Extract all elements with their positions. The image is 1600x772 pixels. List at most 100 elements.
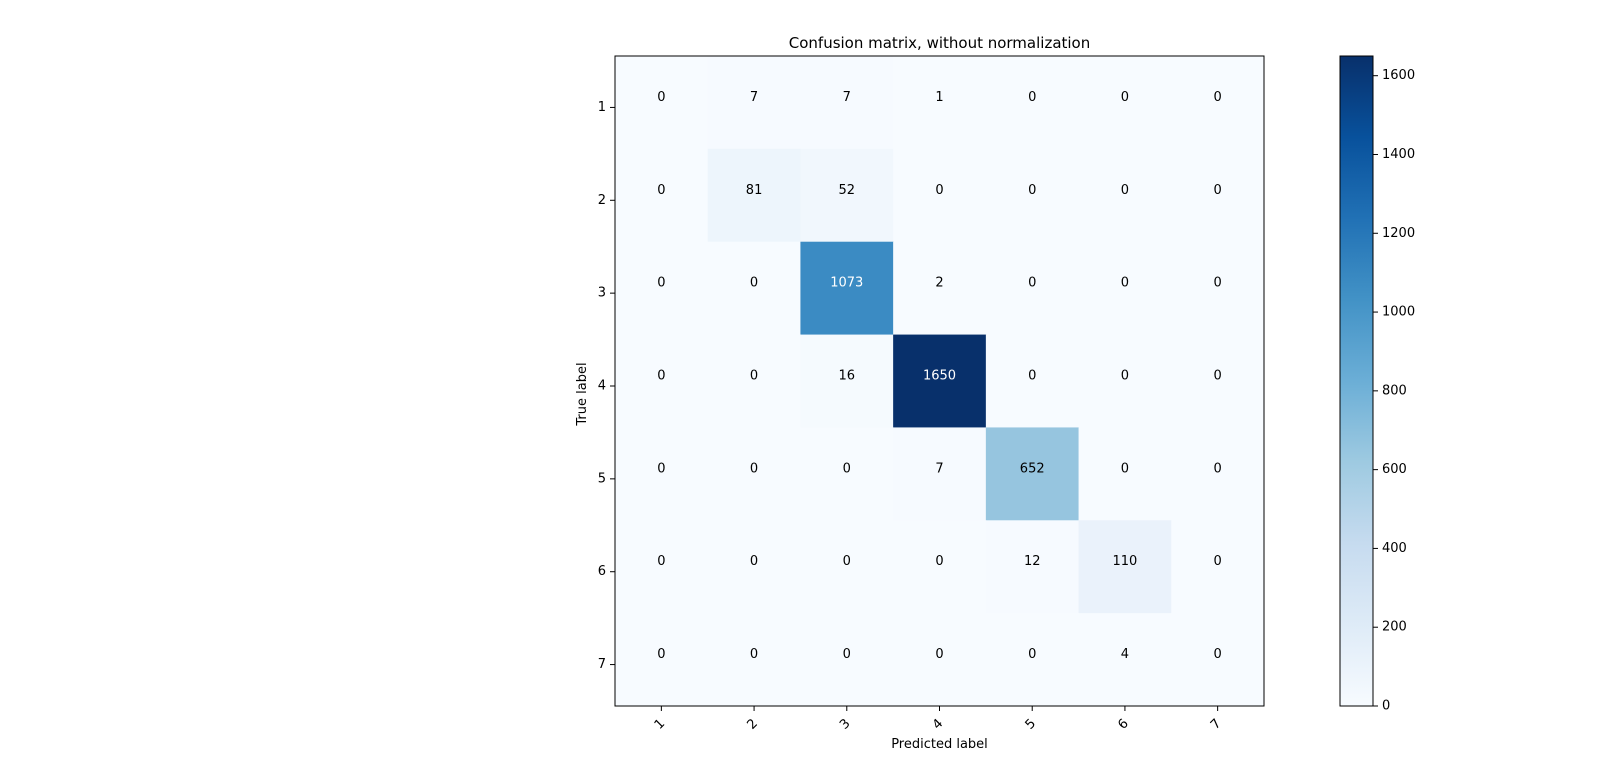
cell-value-label: 0 xyxy=(750,554,758,569)
cell-value-label: 7 xyxy=(935,461,943,476)
x-tick-label: 6 xyxy=(1115,716,1131,732)
colorbar-tick-label: 1000 xyxy=(1382,305,1415,320)
heatmap-cell xyxy=(893,613,987,707)
heatmap-cell xyxy=(1078,148,1172,243)
heatmap-cell xyxy=(707,520,801,614)
x-tick-label: 7 xyxy=(1208,716,1224,732)
y-tick-label: 1 xyxy=(598,100,606,115)
x-tick-label: 1 xyxy=(652,716,668,732)
heatmap-cell xyxy=(615,520,709,614)
heatmap-cell xyxy=(985,56,1080,150)
heatmap-cell xyxy=(985,427,1080,521)
heatmap-cell xyxy=(893,56,987,150)
heatmap-cell xyxy=(615,241,709,336)
y-tick-label: 7 xyxy=(598,657,606,672)
cell-value-label: 0 xyxy=(1214,183,1222,198)
cell-value-label: 0 xyxy=(935,183,943,198)
colorbar-ticks: 0 200 400 600 800 1000 1200 1400 1600 xyxy=(1373,68,1415,714)
cell-value-label: 0 xyxy=(750,276,758,291)
heatmap-cell xyxy=(707,427,801,521)
y-tick-label: 6 xyxy=(598,564,606,579)
cell-value-label: 0 xyxy=(657,90,665,105)
colorbar xyxy=(1339,55,1374,707)
heatmap-cell xyxy=(893,520,987,614)
cell-value-label: 0 xyxy=(750,461,758,476)
cell-value-label: 0 xyxy=(843,647,851,662)
heatmap-cell xyxy=(707,613,801,707)
heatmap-cell xyxy=(615,427,709,521)
x-axis-ticks: 1 2 3 4 5 6 7 xyxy=(652,706,1224,733)
cell-value-label: 0 xyxy=(1028,183,1036,198)
cell-value-label: 0 xyxy=(843,461,851,476)
heatmap-cell xyxy=(1171,148,1265,243)
cell-value-label: 0 xyxy=(750,647,758,662)
x-tick-label: 4 xyxy=(930,716,946,732)
heatmap-cell xyxy=(1171,613,1265,707)
cell-value-label: 0 xyxy=(843,554,851,569)
cell-value-label: 81 xyxy=(746,183,763,198)
cell-value-label: 12 xyxy=(1024,554,1041,569)
cell-value-label: 1650 xyxy=(923,369,956,384)
cell-value-label: 110 xyxy=(1113,554,1138,569)
cell-value-labels: 0 7 7 1 0 0 0 0 81 52 0 0 0 0 0 0 1073 2 0 0 0 0 0 16 1650 0 0 0 0 0 0… xyxy=(657,90,1222,662)
heatmap-cell xyxy=(707,148,801,243)
heatmap-cell xyxy=(707,241,801,336)
cell-value-label: 0 xyxy=(1214,90,1222,105)
heatmap-cell xyxy=(800,520,894,614)
heatmap-cell xyxy=(707,334,801,428)
heatmap-cells xyxy=(615,56,1265,707)
heatmap-cell xyxy=(800,427,894,521)
heatmap-cell xyxy=(893,241,987,336)
cell-value-label: 652 xyxy=(1020,461,1045,476)
heatmap-cell xyxy=(707,56,801,150)
cell-value-label: 0 xyxy=(1214,276,1222,291)
chart-title: Confusion matrix, without normalization xyxy=(789,34,1091,52)
cell-value-label: 0 xyxy=(1214,461,1222,476)
cell-value-label: 0 xyxy=(657,369,665,384)
cell-value-label: 0 xyxy=(657,183,665,198)
cell-value-label: 0 xyxy=(1121,183,1129,198)
cell-value-label: 0 xyxy=(1121,369,1129,384)
heatmap-cell xyxy=(800,56,894,150)
heatmap-cell xyxy=(1078,56,1172,150)
cell-value-label: 0 xyxy=(1028,369,1036,384)
y-tick-label: 2 xyxy=(598,193,606,208)
x-axis-label: Predicted label xyxy=(891,737,988,752)
heatmap-cell xyxy=(1171,241,1265,336)
heatmap-cell xyxy=(1078,520,1172,614)
heatmap-cell xyxy=(615,148,709,243)
heatmap-cell xyxy=(615,334,709,428)
colorbar-tick-label: 200 xyxy=(1382,620,1407,635)
heatmap-cell xyxy=(1171,520,1265,614)
cell-value-label: 0 xyxy=(1028,647,1036,662)
cell-value-label: 0 xyxy=(657,461,665,476)
heatmap-cell xyxy=(800,613,894,707)
heatmap-cell xyxy=(800,334,894,428)
colorbar-tick-label: 1200 xyxy=(1382,226,1415,241)
heatmap-cell xyxy=(800,241,894,336)
y-axis-ticks: 1 2 3 4 5 6 7 xyxy=(598,100,615,672)
colorbar-tick-label: 400 xyxy=(1382,541,1407,556)
x-tick-label: 3 xyxy=(837,716,853,732)
cell-value-label: 0 xyxy=(1121,276,1129,291)
cell-value-label: 16 xyxy=(839,369,856,384)
colorbar-tick-label: 600 xyxy=(1382,462,1407,477)
heatmap-cell xyxy=(985,613,1080,707)
cell-value-label: 0 xyxy=(1028,276,1036,291)
cell-value-label: 0 xyxy=(750,369,758,384)
heatmap-cell xyxy=(985,241,1080,336)
cell-value-label: 0 xyxy=(657,647,665,662)
colorbar-tick-label: 800 xyxy=(1382,383,1407,398)
cell-value-label: 0 xyxy=(1214,369,1222,384)
cell-value-label: 0 xyxy=(1214,647,1222,662)
cell-value-label: 0 xyxy=(1214,554,1222,569)
heatmap-cell xyxy=(1171,56,1265,150)
heatmap-cell xyxy=(893,334,987,428)
heatmap-cell xyxy=(893,427,987,521)
y-tick-label: 3 xyxy=(598,286,606,301)
heatmap-cell xyxy=(615,56,709,150)
heatmap-cell xyxy=(615,613,709,707)
heatmap-cell xyxy=(1078,427,1172,521)
cell-value-label: 0 xyxy=(1028,90,1036,105)
